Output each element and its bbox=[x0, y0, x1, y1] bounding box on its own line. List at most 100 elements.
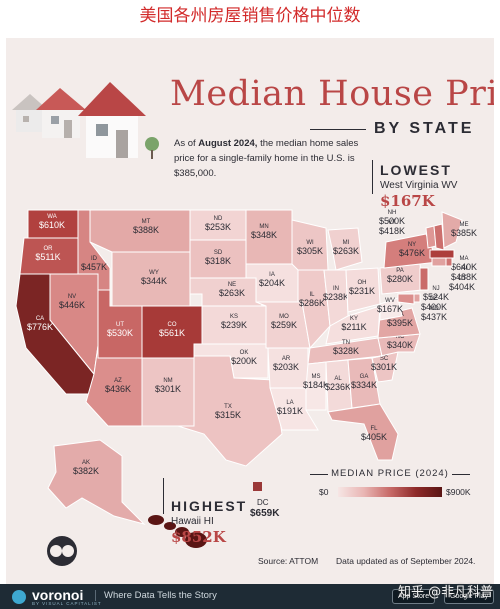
houses-illustration bbox=[12, 82, 159, 159]
state-value-ia: $204K bbox=[259, 278, 285, 288]
state-abbr-al: AL bbox=[334, 376, 342, 382]
state-value-nv: $446K bbox=[59, 300, 85, 310]
state-value-id: $457K bbox=[81, 262, 107, 272]
state-value-ky: $211K bbox=[341, 322, 366, 332]
state-abbr-ct: CT bbox=[458, 276, 466, 282]
state-value-ar: $203K bbox=[273, 362, 299, 372]
state-value-wa: $610K bbox=[39, 220, 65, 230]
state-value-in: $238K bbox=[323, 292, 349, 302]
lowest-heading: LOWEST bbox=[380, 162, 452, 178]
legend-gradient bbox=[338, 487, 442, 497]
legend-title: MEDIAN PRICE (2024) bbox=[310, 468, 470, 479]
state-value-oh: $231K bbox=[349, 286, 375, 296]
state-abbr-co: CO bbox=[168, 322, 177, 328]
state-abbr-sd: SD bbox=[214, 250, 223, 256]
state-value-ks: $239K bbox=[221, 320, 247, 330]
state-abbr-nm: NM bbox=[163, 378, 172, 384]
state-abbr-ak: AK bbox=[82, 460, 90, 466]
state-abbr-fl: FL bbox=[370, 426, 378, 432]
state-value-nd: $253K bbox=[205, 222, 231, 232]
state-abbr-ks: KS bbox=[230, 314, 238, 320]
state-hi bbox=[164, 522, 176, 530]
us-choropleth-map: WA$610KOR$511KCA$776KNV$446KID$457KMT$38… bbox=[15, 209, 477, 467]
state-value-la: $191K bbox=[277, 406, 303, 416]
state-value-sd: $318K bbox=[205, 256, 231, 266]
state-value-mn: $348K bbox=[251, 230, 277, 240]
house-icon bbox=[12, 94, 48, 132]
state-value-co: $561K bbox=[159, 328, 185, 338]
highest-value: $852K bbox=[171, 528, 226, 546]
state-abbr-az: AZ bbox=[114, 378, 122, 384]
state-abbr-ri: RI bbox=[461, 266, 467, 272]
state-abbr-la: LA bbox=[286, 400, 293, 406]
state-abbr-me: ME bbox=[460, 222, 469, 228]
state-value-wi: $305K bbox=[297, 246, 323, 256]
state-abbr-wi: WI bbox=[306, 240, 314, 246]
google-play-button[interactable]: Google Play bbox=[444, 589, 495, 604]
state-mi bbox=[327, 227, 363, 271]
state-nj bbox=[419, 267, 429, 291]
state-abbr-id: ID bbox=[91, 256, 98, 262]
intro-date: August 2024, bbox=[198, 138, 258, 149]
dc-label: DC bbox=[257, 498, 269, 507]
state-value-nm: $301K bbox=[155, 384, 181, 394]
state-value-tn: $328K bbox=[333, 346, 359, 356]
state-value-mi: $263K bbox=[333, 246, 359, 256]
state-abbr-ok: OK bbox=[240, 350, 249, 356]
intro-rest: the median home sales price for a single… bbox=[174, 138, 359, 179]
state-ma bbox=[429, 249, 455, 259]
state-value-de: $400K bbox=[421, 302, 447, 312]
app-store-button[interactable]: App Store bbox=[392, 589, 436, 604]
state-value-wv: $167K bbox=[377, 304, 403, 314]
state-value-fl: $405K bbox=[361, 432, 387, 442]
state-abbr-pa: PA bbox=[396, 268, 404, 274]
state-md bbox=[397, 293, 415, 305]
highest-rule bbox=[163, 478, 164, 514]
highest-callout: HIGHEST Hawaii HI $852K bbox=[171, 498, 247, 546]
state-value-ma: $640K bbox=[451, 262, 477, 272]
updated-note: Data updated as of September 2024. bbox=[336, 556, 476, 566]
state-value-al: $236K bbox=[325, 382, 351, 392]
house-icon bbox=[36, 88, 86, 138]
brand-name[interactable]: voronoi bbox=[32, 587, 84, 603]
voronoi-logo-icon bbox=[12, 590, 26, 604]
source-note: Source: ATTOM bbox=[258, 556, 319, 566]
watermark: 知乎 @非凡科普 bbox=[398, 585, 494, 600]
page-subtitle: BY STATE bbox=[374, 120, 475, 137]
state-value-wy: $344K bbox=[141, 276, 167, 286]
state-hi bbox=[185, 532, 207, 548]
tagline: Where Data Tells the Story bbox=[95, 590, 217, 601]
state-de bbox=[413, 293, 421, 303]
state-hi bbox=[175, 527, 189, 537]
infographic-card: Median House Price BY STATE As of August… bbox=[6, 38, 494, 584]
state-value-va: $395K bbox=[387, 318, 413, 328]
state-abbr-oh: OH bbox=[358, 280, 367, 286]
state-abbr-mn: MN bbox=[259, 224, 268, 230]
state-value-md: $437K bbox=[421, 312, 447, 322]
state-abbr-wy: WY bbox=[149, 270, 159, 276]
state-abbr-sc: SC bbox=[380, 356, 389, 362]
intro-prefix: As of bbox=[174, 138, 199, 149]
footer-bar: voronoi BY VISUAL CAPITALIST Where Data … bbox=[0, 584, 500, 609]
state-value-mt: $388K bbox=[133, 225, 159, 235]
state-value-me: $385K bbox=[451, 228, 477, 238]
legend-min: $0 bbox=[319, 487, 329, 497]
brand-sub: BY VISUAL CAPITALIST bbox=[32, 601, 102, 606]
state-abbr-ne: NE bbox=[228, 282, 236, 288]
state-value-or: $511K bbox=[35, 252, 60, 262]
state-abbr-nv: NV bbox=[68, 294, 76, 300]
lowest-value: $167K bbox=[380, 192, 435, 210]
state-abbr-il: IL bbox=[309, 292, 315, 298]
state-abbr-ar: AR bbox=[282, 356, 291, 362]
state-value-vt: $418K bbox=[379, 226, 405, 236]
lowest-callout: LOWEST West Virginia WV $167K bbox=[380, 162, 457, 210]
state-value-tx: $315K bbox=[215, 410, 241, 420]
state-value-ut: $530K bbox=[107, 328, 133, 338]
lowest-rule bbox=[372, 160, 373, 194]
highest-heading: HIGHEST bbox=[171, 498, 248, 514]
state-tx bbox=[177, 355, 283, 467]
state-ky bbox=[325, 305, 381, 345]
state-ct bbox=[431, 257, 447, 267]
state-abbr-mi: MI bbox=[343, 240, 350, 246]
state-value-nc: $340K bbox=[387, 340, 413, 350]
